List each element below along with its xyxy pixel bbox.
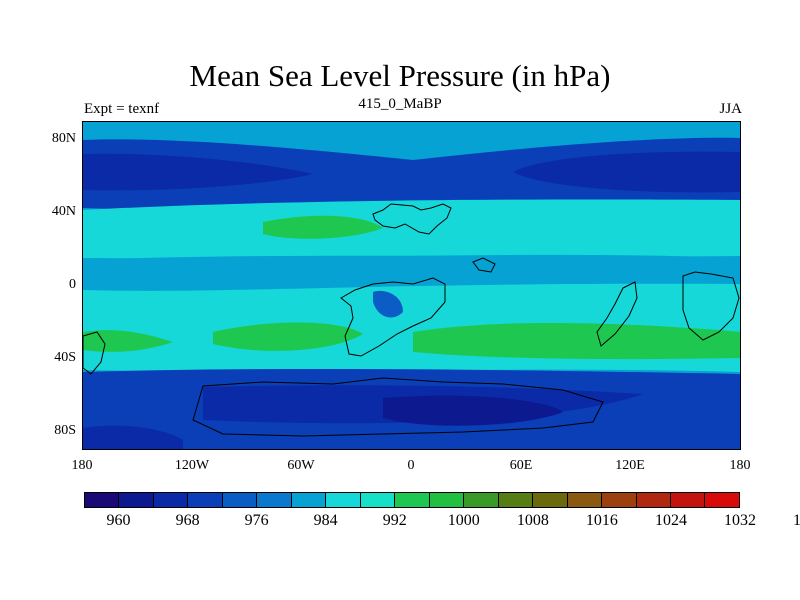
north-low-east [513,151,740,193]
colorbar-cell [602,493,637,507]
lon-tick-label: 0 [407,458,415,473]
colorbar-label: 1016 [585,512,618,529]
colorbar-cell [498,493,534,507]
lat-tick-label: 80N [51,131,76,146]
antarctica-coast [192,377,604,437]
africa-coast [340,277,446,357]
colorbar-cell [533,493,568,507]
colorbar-cell [257,493,292,507]
colorbar-cell [395,493,430,507]
colorbar-cell [222,493,258,507]
lat-tick-label: 40S [54,350,76,365]
colorbar-label: 1000 [447,512,480,529]
south-high-west [83,330,173,352]
colorbar-label: 976 [244,512,269,529]
colorbar-cell [153,493,189,507]
colorbar-label: 984 [313,512,338,529]
island-coast [472,257,496,273]
colorbar-cell [119,493,154,507]
atlantic-trough [373,290,403,318]
lon-tick-label: 120W [174,458,210,473]
pressure-map [82,121,741,450]
colorbar-label: 968 [175,512,200,529]
australia-coast [682,271,740,341]
plot-title: Mean Sea Level Pressure (in hPa) [189,58,611,93]
colorbar-label: 992 [382,512,407,529]
experiment-label: Expt = texnf [84,101,160,117]
america-coast [83,331,106,375]
colorbar-cell [429,493,465,507]
lon-tick-label: 180 [729,458,751,473]
north-low-west [83,153,313,191]
colorbar-cell [291,493,327,507]
colorbar-cell [326,493,361,507]
colorbar-cell [705,493,739,507]
south-high-central [213,322,363,351]
lat-tick-label: 80S [54,423,76,438]
colorbar-cell [636,493,671,507]
north-low-outer [83,137,740,210]
lon-tick-label: 120E [615,458,645,473]
colorbar-label: 1032 [724,512,756,529]
lat-tick-label: 0 [69,277,76,292]
colorbar-cell [360,493,396,507]
colorbar-label: 1040 [793,512,800,529]
northern-mid-band [83,199,740,259]
arctic-band [83,122,740,142]
lon-tick-label: 180 [71,458,93,473]
pressure-contour-field [83,122,740,449]
lon-tick-label: 60E [509,458,533,473]
eurasia-coast [372,203,452,235]
colorbar-cell [188,493,223,507]
north-high-cell [263,215,383,239]
colorbar-label: 1008 [516,512,549,529]
lat-tick-label: 40N [51,204,76,219]
equatorial-band [83,255,740,291]
colorbar-cell [464,493,499,507]
south-high-east [413,322,740,360]
colorbar-cell [567,493,603,507]
colorbar-label: 960 [106,512,131,529]
coastlines [83,203,740,437]
colorbar-cell [670,493,706,507]
antarctic-low-west [83,425,183,449]
time-label: 415_0_MaBP [358,96,442,112]
colorbar-cell [85,493,120,507]
colorbar-label: 1024 [654,512,687,529]
season-label: JJA [719,101,742,117]
lon-tick-label: 60W [287,458,315,473]
antarctic-core [383,395,563,426]
colorbar [84,492,740,508]
asia-south-coast [596,281,638,347]
